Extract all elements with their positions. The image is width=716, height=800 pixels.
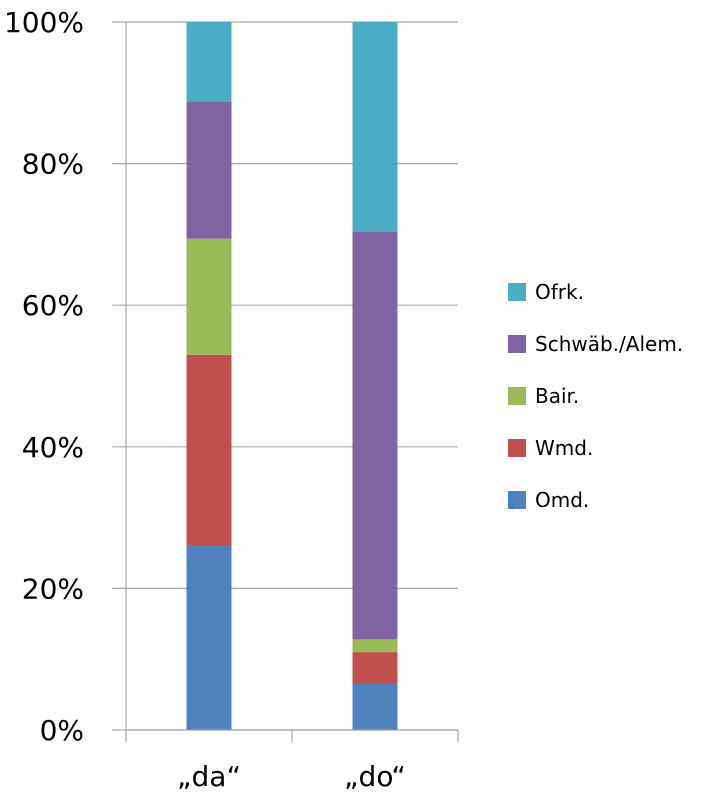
- bar-segment: [186, 354, 232, 546]
- legend-swatch: [508, 387, 526, 405]
- y-tick-label: 60%: [22, 289, 84, 322]
- bar-segment: [352, 683, 398, 730]
- legend-label: Ofrk.: [535, 280, 584, 304]
- bar-segment: [352, 639, 398, 653]
- y-tick-labels: 0% 20% 40% 60% 80% 100%: [4, 6, 84, 747]
- bar-segment: [352, 231, 398, 640]
- bar-segment: [352, 652, 398, 684]
- legend-label: Omd.: [535, 488, 589, 512]
- bar-segment: [186, 238, 232, 355]
- legend-label: Wmd.: [535, 436, 593, 460]
- y-tick-label: 0%: [40, 714, 84, 747]
- y-tick-label: 20%: [22, 572, 84, 605]
- legend-swatch: [508, 335, 526, 353]
- bar-segment: [352, 22, 398, 232]
- x-category-label: „da“: [177, 760, 241, 793]
- legend-label: Bair.: [535, 384, 579, 408]
- x-category-label: „do“: [344, 760, 406, 793]
- y-tick-label: 100%: [4, 6, 84, 39]
- y-tick-label: 80%: [22, 148, 84, 181]
- x-category-labels: „da“ „do“: [177, 760, 406, 793]
- gridlines: [112, 21, 458, 731]
- bar-segment: [186, 101, 232, 239]
- legend-swatch: [508, 491, 526, 509]
- y-tick-label: 40%: [22, 431, 84, 464]
- bar-segment: [186, 22, 232, 102]
- bar-segment: [186, 545, 232, 730]
- bars: [186, 22, 398, 730]
- legend-label: Schwäb./Alem.: [535, 332, 683, 356]
- legend-swatch: [508, 439, 526, 457]
- axes: [125, 22, 459, 742]
- legend: Ofrk. Schwäb./Alem. Bair. Wmd. Omd.: [508, 280, 683, 512]
- legend-swatch: [508, 283, 526, 301]
